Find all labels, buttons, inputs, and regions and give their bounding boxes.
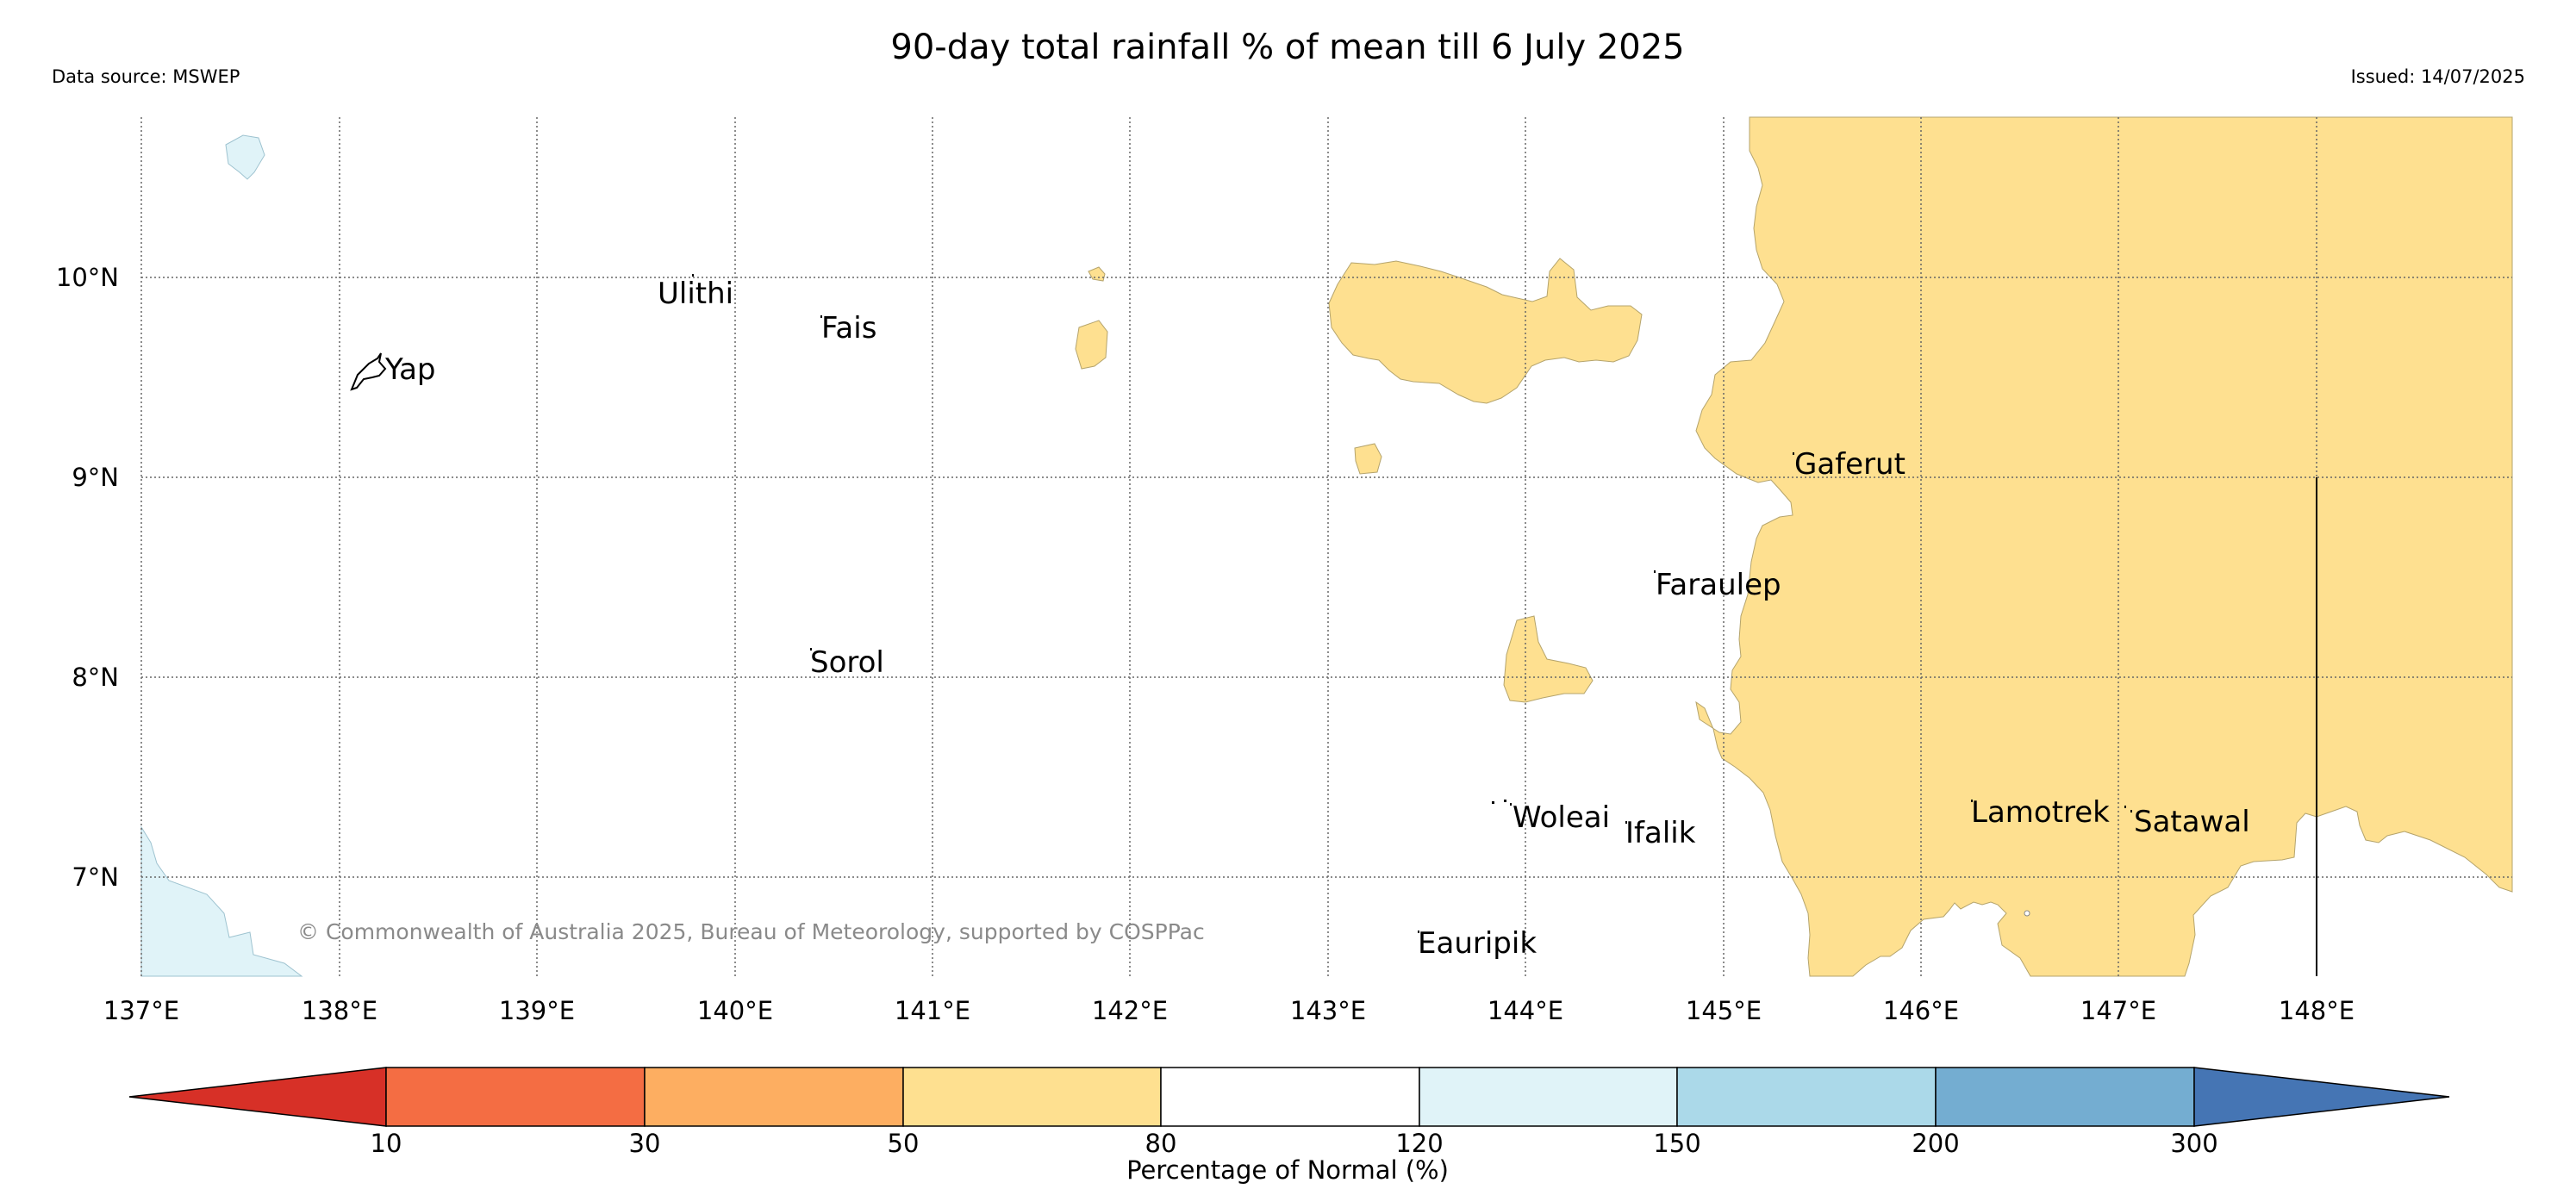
place-label-ifalik: Ifalik: [1625, 816, 1696, 850]
wet-region-northwest: [225, 134, 265, 180]
colorbar-tick: 50: [888, 1129, 920, 1158]
place-label-lamotrek: Lamotrek: [1971, 795, 2110, 830]
colorbar-150-200: [1676, 1067, 1937, 1127]
lon-label: 147°E: [2080, 996, 2156, 1025]
colorbar-120-150: [1419, 1067, 1678, 1127]
lon-label: 146°E: [1883, 996, 1959, 1025]
colorbar-tick: 200: [1912, 1129, 1959, 1158]
yap-island-shape: [350, 352, 387, 391]
lon-label: 141°E: [895, 996, 970, 1025]
place-label-fais: Fais: [821, 311, 876, 345]
colorbar-30-50: [644, 1067, 904, 1127]
colorbar-above-300: [2193, 1067, 2450, 1127]
colorbar-tick: 10: [371, 1129, 402, 1158]
colorbar-tick: 30: [629, 1129, 661, 1158]
colorbar: [128, 1067, 2450, 1127]
colorbar-200-300: [1935, 1067, 2195, 1127]
dry-region-small-3: [1354, 443, 1382, 475]
issued-date-label: Issued: 14/07/2025: [2351, 66, 2525, 87]
place-label-sorol: Sorol: [810, 645, 884, 680]
dry-region-small-2: [1075, 320, 1108, 370]
longitude-labels: 137°E 138°E 139°E 140°E 141°E 142°E 143°…: [103, 996, 2355, 1025]
colorbar-tick: 80: [1145, 1129, 1177, 1158]
island-markers: [692, 274, 2132, 933]
wet-region-southwest: [140, 825, 303, 977]
figure-title: 90-day total rainfall % of mean till 6 J…: [890, 28, 1684, 67]
lon-label: 137°E: [103, 996, 179, 1025]
lon-label: 140°E: [697, 996, 773, 1025]
lon-label: 139°E: [499, 996, 575, 1025]
map-area: Yap Ulithi Fais Sorol Gaferut Faraulep W…: [140, 116, 2513, 977]
dry-region-central-south: [1503, 615, 1594, 703]
lon-label: 143°E: [1290, 996, 1366, 1025]
place-label-eauripik: Eauripik: [1418, 926, 1537, 961]
colorbar-ticks: 10 30 50 80 120 150 200 300: [371, 1129, 2218, 1158]
colorbar-below-10: [128, 1067, 387, 1127]
dry-region-east: [1695, 116, 2513, 977]
dry-region-central-north: [1328, 258, 1643, 404]
place-label-satawal: Satawal: [2134, 805, 2250, 839]
place-label-gaferut: Gaferut: [1794, 447, 1905, 482]
colorbar-10-30: [385, 1067, 646, 1127]
dry-region-small-north: [1088, 266, 1106, 282]
copyright-notice: © Commonwealth of Australia 2025, Bureau…: [297, 919, 1205, 944]
place-label-woleai: Woleai: [1513, 800, 1610, 835]
lon-label: 144°E: [1488, 996, 1563, 1025]
place-label-ulithi: Ulithi: [658, 277, 733, 311]
colorbar-tick: 120: [1395, 1129, 1443, 1158]
colorbar-label: Percentage of Normal (%): [1126, 1155, 1449, 1185]
colorbar-tick: 150: [1653, 1129, 1700, 1158]
place-label-faraulep: Faraulep: [1656, 568, 1781, 602]
place-label-yap: Yap: [384, 352, 436, 387]
lat-label: 9°N: [72, 463, 119, 492]
colorbar-tick: 300: [2170, 1129, 2217, 1158]
lat-label: 8°N: [72, 663, 119, 692]
lat-label: 7°N: [72, 862, 119, 892]
lon-label: 148°E: [2279, 996, 2355, 1025]
gridlines: [140, 117, 2512, 976]
colorbar-50-80: [902, 1067, 1162, 1127]
lon-label: 145°E: [1686, 996, 1762, 1025]
latitude-labels: 10°N 9°N 8°N 7°N: [56, 263, 119, 892]
lat-label: 10°N: [56, 263, 119, 292]
lon-label: 138°E: [302, 996, 377, 1025]
colorbar-80-120: [1160, 1067, 1420, 1127]
lon-label: 142°E: [1092, 996, 1168, 1025]
data-source-label: Data source: MSWEP: [52, 66, 240, 87]
